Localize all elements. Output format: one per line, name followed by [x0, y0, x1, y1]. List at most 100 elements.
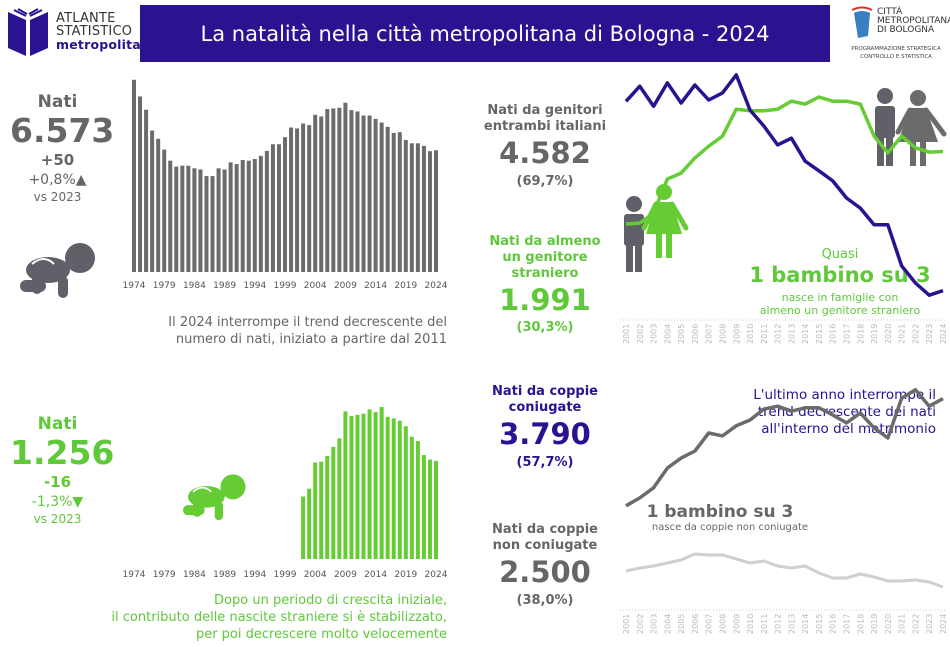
tick-label-2017: 2017	[843, 324, 852, 344]
annotation-bottom-small: nasce da coppie non coniugate	[651, 522, 809, 533]
foreign-kpi: Nati 1.256 -16 -1,3%▼ vs 2023	[10, 414, 114, 526]
tick-label-2024: 2024	[425, 570, 448, 580]
tick-label-2009: 2009	[732, 614, 741, 634]
bar-2004	[313, 114, 318, 273]
book-logo-icon	[8, 8, 48, 56]
tick-label-2005: 2005	[677, 614, 686, 634]
bar-1989	[222, 169, 227, 272]
tick-label-2023: 2023	[925, 614, 934, 634]
unmarried-label1: Nati da coppie	[492, 522, 598, 537]
annotation-top-big: 1 bambino su 3	[749, 263, 931, 287]
cm-line3: DI BOLOGNA	[877, 25, 935, 35]
foreign-note: Dopo un periodo di crescita iniziale, il…	[60, 592, 447, 643]
bar-2019	[403, 426, 408, 559]
bar-2007	[331, 446, 336, 559]
bar-1976	[144, 109, 149, 273]
tick-label-2012: 2012	[774, 614, 783, 634]
total-births-chart: 1974 1979 1984 1989 1994 1999 2004 2009 2014 2019…	[123, 79, 448, 291]
tick-label-2016: 2016	[829, 614, 838, 634]
tick-label-2021: 2021	[898, 614, 907, 634]
total-label: Nati	[37, 92, 78, 112]
unmarried-value: 2.500	[499, 555, 591, 589]
bar-1984	[192, 168, 197, 272]
mixed-kpi: Nati da almeno un genitore straniero 1.9…	[480, 234, 610, 338]
bar-1980	[168, 160, 173, 272]
tick-label-2014: 2014	[364, 281, 387, 291]
bar-2009	[343, 102, 348, 272]
unmarried-kpi: Nati da coppie non coniugate 2.500 (38,0…	[480, 522, 610, 612]
bar-1994	[252, 159, 257, 272]
tick-label-2015: 2015	[815, 614, 824, 634]
bar-2010	[349, 110, 354, 272]
bar-2002	[301, 496, 306, 559]
foreign-note-line3: per poi decrescere molto velocemente	[195, 627, 447, 642]
bar-2004	[313, 462, 318, 559]
bar-1979	[162, 149, 167, 272]
tick-label-1999: 1999	[274, 570, 297, 580]
foreign-vs: vs 2023	[33, 512, 82, 526]
tick-label-1984: 1984	[183, 281, 206, 291]
woman-icon	[895, 90, 947, 166]
tick-label-2004: 2004	[663, 614, 672, 634]
tick-label-2016: 2016	[829, 324, 838, 344]
italian-label2: entrambi italiani	[483, 119, 607, 134]
tick-label-2007: 2007	[705, 324, 714, 344]
bar-2003	[307, 125, 312, 272]
cm-sub1: PROGRAMMAZIONE STRATEGICA	[851, 46, 941, 52]
tick-label-2008: 2008	[718, 324, 727, 344]
foreign-note-line2: il contributo delle nascite straniere si…	[111, 610, 447, 625]
bar-2018	[397, 420, 402, 559]
bar-2020	[409, 143, 414, 272]
bar-2012	[361, 413, 366, 559]
tick-label-2023: 2023	[925, 324, 934, 344]
series-line-2	[625, 552, 944, 589]
bar-2009	[343, 411, 348, 559]
tick-label-2003: 2003	[650, 324, 659, 344]
title-banner: La natalità nella città metropolitana di…	[140, 5, 830, 62]
bar-1992	[240, 159, 245, 272]
tick-label-2020: 2020	[884, 614, 893, 634]
tick-label-1994: 1994	[243, 570, 266, 580]
bar-2007	[331, 108, 336, 273]
italian-label1: Nati da genitori	[487, 103, 603, 118]
tick-label-2001: 2001	[622, 324, 631, 344]
page-title: La natalità nella città metropolitana di…	[200, 21, 770, 46]
bar-2001	[295, 128, 300, 272]
tick-label-2024: 2024	[939, 614, 948, 634]
annotation-bottom-line1: L'ultimo anno interrompe il	[753, 387, 936, 403]
foreign-note-line1: Dopo un periodo di crescita iniziale,	[214, 593, 447, 608]
tick-label-2013: 2013	[787, 324, 796, 344]
tick-label-1994: 1994	[243, 281, 266, 291]
bar-2008	[337, 438, 342, 559]
tick-label-2022: 2022	[911, 324, 920, 344]
bar-2018	[397, 132, 402, 272]
annotation-bottom-big: 1 bambino su 3	[646, 502, 794, 522]
tick-label-2024: 2024	[425, 281, 448, 291]
tick-label-2024: 2024	[939, 324, 948, 344]
italian-value: 4.582	[499, 136, 591, 170]
bar-2015	[379, 407, 384, 559]
bar-2014	[373, 412, 378, 559]
bar-1982	[180, 165, 185, 272]
bar-2019	[403, 139, 408, 272]
foreign-label: Nati	[37, 414, 78, 434]
crawling-baby-icon	[183, 474, 246, 521]
tick-label-2015: 2015	[815, 324, 824, 344]
tick-label-2020: 2020	[884, 324, 893, 344]
bar-1986	[204, 176, 209, 272]
bar-1983	[186, 165, 191, 272]
bar-2006	[325, 455, 330, 559]
logo-line2: STATISTICO	[56, 24, 133, 39]
annotation-top-small2: almeno un genitore straniero	[759, 304, 921, 317]
bar-2011	[355, 111, 360, 272]
foreign-delta: -16	[43, 473, 72, 491]
bar-2024	[434, 150, 438, 272]
mixed-label2: un genitore	[502, 250, 588, 265]
bar-1997	[270, 144, 275, 272]
bar-1981	[174, 166, 179, 272]
man-icon	[875, 88, 895, 166]
bar-2005	[319, 116, 324, 272]
tick-label-2012: 2012	[774, 324, 783, 344]
tick-label-2011: 2011	[760, 614, 769, 634]
